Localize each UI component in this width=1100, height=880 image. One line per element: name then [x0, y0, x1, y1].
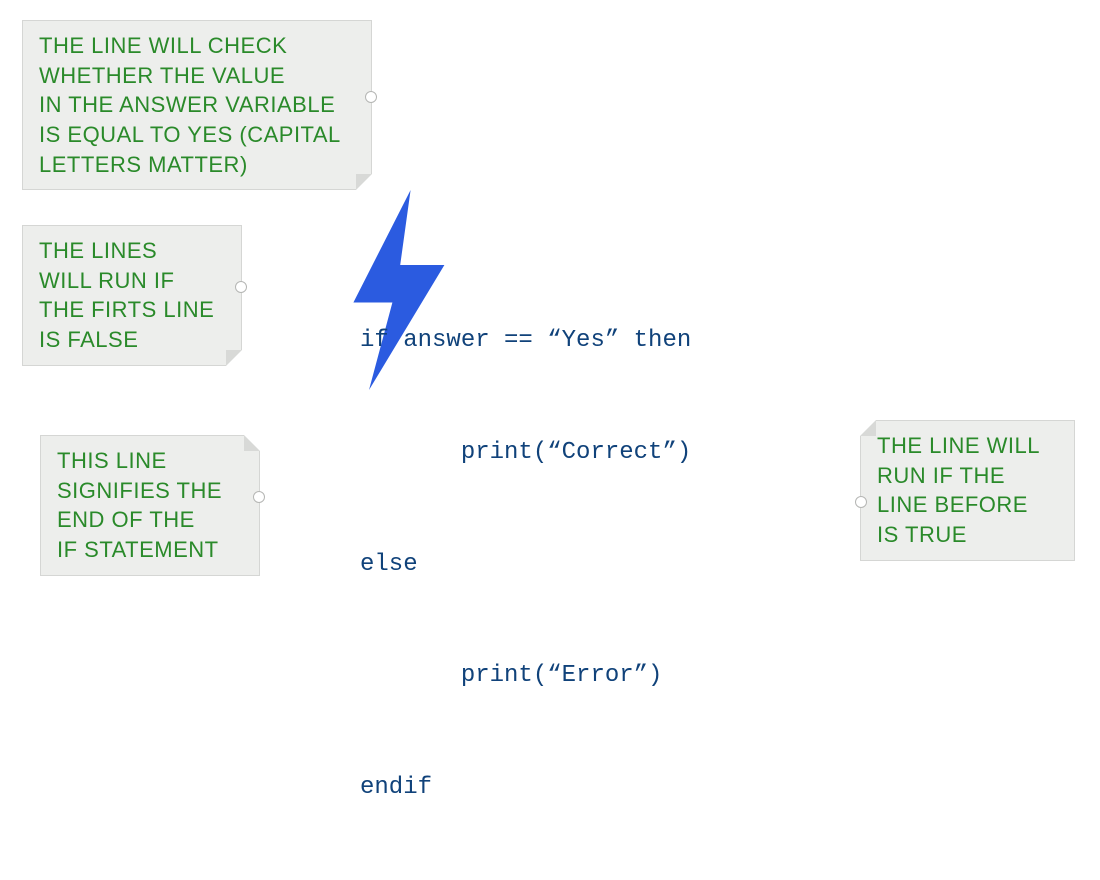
- note-line: THE FIRTS LINE: [39, 297, 214, 322]
- note-line: IS EQUAL TO YES (CAPITAL: [39, 122, 341, 147]
- note-line: IS TRUE: [877, 522, 967, 547]
- diagram-canvas: THE LINE WILL CHECK WHETHER THE VALUE IN…: [0, 0, 1100, 645]
- note-line: LETTERS MATTER): [39, 152, 248, 177]
- note-line: THE LINES: [39, 238, 157, 263]
- note-line: WHETHER THE VALUE: [39, 63, 285, 88]
- note-line: IS FALSE: [39, 327, 138, 352]
- note-connector-dot: [365, 91, 377, 103]
- code-line-print-error: print(“Error”): [360, 657, 691, 694]
- annotation-note-runs-if-false: THE LINES WILL RUN IF THE FIRTS LINE IS …: [22, 225, 242, 366]
- note-connector-dot: [253, 491, 265, 503]
- note-line: END OF THE: [57, 507, 195, 532]
- note-line: THIS LINE: [57, 448, 167, 473]
- annotation-note-endif: THIS LINE SIGNIFIES THE END OF THE IF ST…: [40, 435, 260, 576]
- code-line-print-correct: print(“Correct”): [360, 434, 691, 471]
- note-connector-dot: [855, 496, 867, 508]
- code-line-if: if answer == “Yes” then: [360, 322, 691, 359]
- annotation-note-check-value: THE LINE WILL CHECK WHETHER THE VALUE IN…: [22, 20, 372, 190]
- code-line-else: else: [360, 546, 691, 583]
- annotation-note-runs-if-true: THE LINE WILL RUN IF THE LINE BEFORE IS …: [860, 420, 1075, 561]
- note-line: THE LINE WILL: [877, 433, 1040, 458]
- note-connector-dot: [235, 281, 247, 293]
- note-line: RUN IF THE: [877, 463, 1005, 488]
- note-line: WILL RUN IF: [39, 268, 174, 293]
- note-line: IF STATEMENT: [57, 537, 219, 562]
- note-line: SIGNIFIES THE: [57, 478, 222, 503]
- note-line: IN THE ANSWER VARIABLE: [39, 92, 335, 117]
- note-line: LINE BEFORE: [877, 492, 1028, 517]
- pseudocode-block: if answer == “Yes” then print(“Correct”)…: [360, 248, 691, 880]
- code-line-endif: endif: [360, 769, 691, 806]
- note-line: THE LINE WILL CHECK: [39, 33, 287, 58]
